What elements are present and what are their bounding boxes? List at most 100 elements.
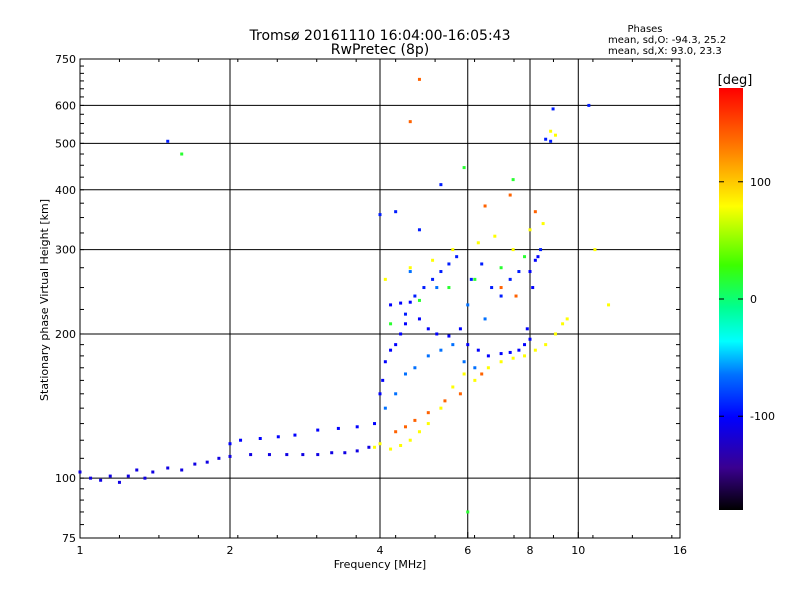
x-axis-label: Frequency [MHz]: [334, 558, 426, 571]
data-point: [447, 286, 451, 290]
data-point: [403, 372, 407, 376]
x-tick-label: 2: [227, 544, 234, 557]
data-point: [523, 354, 527, 358]
data-point: [499, 352, 503, 356]
data-point: [439, 406, 443, 410]
data-point: [413, 366, 417, 370]
data-point: [480, 262, 484, 266]
data-point: [378, 392, 382, 396]
data-point: [399, 443, 403, 447]
data-point: [435, 286, 439, 290]
data-point: [483, 204, 487, 208]
data-point: [389, 322, 393, 326]
data-point: [431, 277, 435, 281]
data-point: [267, 453, 271, 457]
data-point: [99, 478, 103, 482]
data-point: [525, 327, 529, 331]
data-point: [462, 166, 466, 170]
data-point: [466, 303, 470, 307]
data-point: [447, 262, 451, 266]
y-tick-label: 500: [55, 137, 76, 150]
data-point: [389, 303, 393, 307]
data-point: [408, 270, 412, 274]
data-point: [451, 385, 455, 389]
y-tick-label: 750: [55, 53, 76, 66]
data-point: [301, 453, 305, 457]
data-point: [473, 366, 477, 370]
data-point: [330, 451, 334, 455]
data-point: [413, 418, 417, 422]
x-tick-label: 4: [377, 544, 384, 557]
data-point: [383, 406, 387, 410]
x-tick-label: 6: [464, 544, 471, 557]
data-point: [439, 348, 443, 352]
data-point: [443, 399, 447, 403]
data-point: [166, 466, 170, 470]
data-point: [355, 449, 359, 453]
data-point: [316, 453, 320, 457]
data-point: [565, 317, 569, 321]
data-point: [476, 241, 480, 245]
data-point: [458, 392, 462, 396]
data-point: [553, 133, 557, 137]
data-point: [517, 270, 521, 274]
data-point: [193, 462, 197, 466]
data-point: [422, 286, 426, 290]
grid-lines: [80, 59, 680, 538]
data-point: [166, 139, 170, 143]
y-axis-label: Stationary phase Virtual Height [km]: [38, 199, 51, 401]
data-point: [493, 234, 497, 238]
data-point: [541, 222, 545, 226]
y-tick-label: 600: [55, 99, 76, 112]
data-point: [383, 277, 387, 281]
data-point: [426, 422, 430, 426]
data-point: [528, 337, 532, 341]
data-point: [607, 303, 611, 307]
data-point: [462, 360, 466, 364]
data-point: [367, 445, 371, 449]
data-point: [426, 327, 430, 331]
stats-title: Phases: [627, 24, 662, 35]
data-point: [523, 343, 527, 347]
data-point: [228, 454, 232, 458]
data-point: [135, 468, 139, 472]
data-point: [587, 103, 591, 107]
data-point: [462, 372, 466, 376]
data-point: [417, 77, 421, 81]
data-point: [343, 451, 347, 455]
data-point: [373, 422, 377, 426]
data-point: [258, 437, 262, 441]
data-point: [528, 228, 532, 232]
data-point: [473, 277, 477, 281]
data-point: [499, 360, 503, 364]
data-point: [417, 228, 421, 232]
data-point: [389, 348, 393, 352]
data-point: [228, 442, 232, 446]
y-tick-label: 100: [55, 472, 76, 485]
data-point: [549, 129, 553, 133]
data-point: [551, 107, 555, 111]
data-point: [523, 255, 527, 259]
data-point: [408, 120, 412, 124]
y-tick-label: 300: [55, 244, 76, 257]
data-point: [466, 510, 470, 514]
data-point: [78, 470, 82, 474]
y-tick-label: 200: [55, 328, 76, 341]
data-point: [499, 266, 503, 270]
data-point: [394, 343, 398, 347]
x-tick-label: 10: [571, 544, 585, 557]
data-point: [383, 360, 387, 364]
colorbar-tick-label: 100: [750, 176, 771, 189]
data-point: [473, 378, 477, 382]
data-point: [217, 456, 221, 460]
data-point: [508, 277, 512, 281]
data-point: [499, 294, 503, 298]
data-point: [490, 286, 494, 290]
data-point: [480, 372, 484, 376]
axis-ticks: 1 2 4 6 8 10 16 75 100 200 300 400 500 600 750: [55, 53, 687, 557]
data-point: [417, 317, 421, 321]
y-tick-label: 75: [62, 532, 76, 545]
chart-title-line1: Tromsø 20161110 16:04:00-16:05:43: [249, 28, 511, 44]
data-point: [508, 193, 512, 197]
